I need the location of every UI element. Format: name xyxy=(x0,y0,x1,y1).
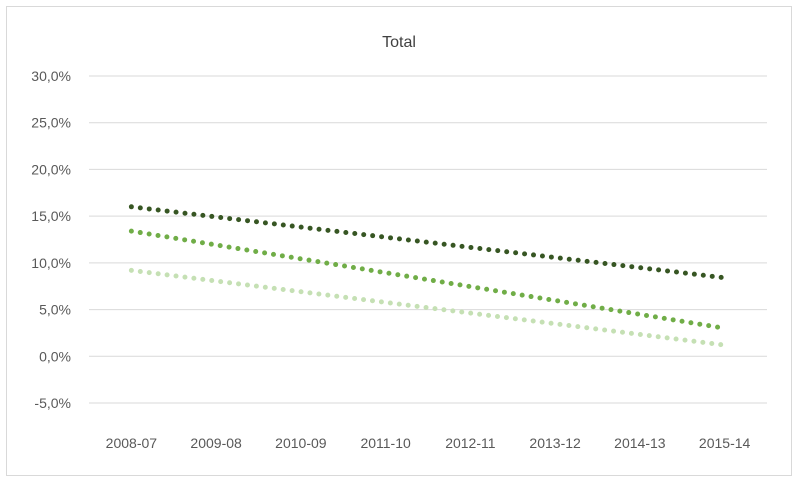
y-tick-label: 25,0% xyxy=(31,115,71,131)
x-tick-label: 2010-09 xyxy=(275,435,327,451)
y-tick-label: 10,0% xyxy=(31,255,71,271)
chart-title: Total xyxy=(382,34,416,51)
y-tick-label: 20,0% xyxy=(31,161,71,177)
x-tick-label: 2009-08 xyxy=(190,435,242,451)
y-tick-label: -5,0% xyxy=(34,395,71,411)
chart-frame: Total 30,0% 25,0% 20,0% 15,0% 10,0% 5,0% 0,0% -… xyxy=(6,6,792,476)
x-tick-label: 2012-11 xyxy=(445,435,496,451)
y-tick-label: 5,0% xyxy=(39,302,71,318)
series-line-1 xyxy=(128,204,728,281)
series-line-3 xyxy=(128,267,728,348)
series-line-2 xyxy=(128,228,728,331)
x-axis-tick-labels: 2008-07 2009-08 2010-09 2011-10 2012-11 2013-… xyxy=(106,435,751,451)
grid-lines xyxy=(89,75,767,404)
y-axis-tick-labels: 30,0% 25,0% 20,0% 15,0% 10,0% 5,0% 0,0% -5,0% xyxy=(31,68,71,411)
x-tick-label: 2011-10 xyxy=(360,435,411,451)
y-tick-label: 30,0% xyxy=(31,68,71,84)
line-chart: Total 30,0% 25,0% 20,0% 15,0% 10,0% 5,0% 0,0% -… xyxy=(31,34,767,451)
x-tick-label: 2013-12 xyxy=(529,435,581,451)
x-tick-label: 2015-14 xyxy=(699,435,751,451)
x-tick-label: 2014-13 xyxy=(614,435,666,451)
y-tick-label: 0,0% xyxy=(39,348,71,364)
x-tick-label: 2008-07 xyxy=(106,435,158,451)
series-lines xyxy=(128,204,728,348)
y-tick-label: 15,0% xyxy=(31,208,71,224)
